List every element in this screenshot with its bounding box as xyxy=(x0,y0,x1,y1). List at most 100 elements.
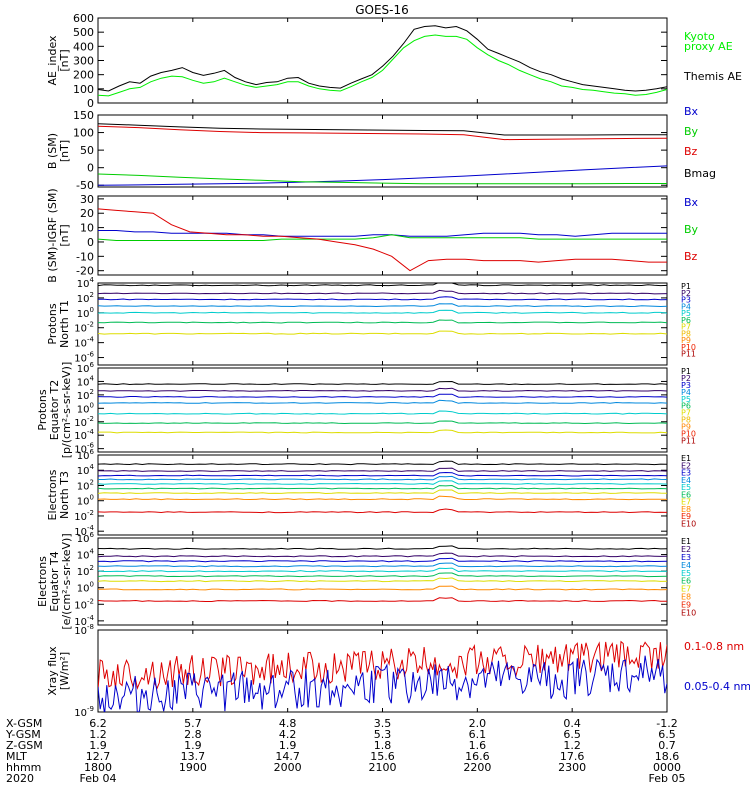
series-line-bz xyxy=(98,208,667,272)
y-tick-exponent: -2 xyxy=(87,321,94,329)
legend-item: P6 xyxy=(681,316,691,325)
series-line-p7 xyxy=(98,429,667,434)
y-tick-label: -10 xyxy=(76,250,94,263)
orbit-value: 14.7 xyxy=(275,750,300,763)
series-line-p6 xyxy=(98,319,667,324)
orbit-value: 0000 xyxy=(653,761,681,774)
legend-item: P3 xyxy=(681,296,691,305)
legend-item: P2 xyxy=(681,289,691,298)
legend-item: By xyxy=(684,223,699,236)
legend-item: E4 xyxy=(681,476,691,485)
y-tick-exponent: 6 xyxy=(90,361,95,369)
series-line-p3 xyxy=(98,296,667,301)
orbit-value: 2.0 xyxy=(469,717,487,730)
orbit-row-label: MLT xyxy=(6,750,27,763)
series-line-e4 xyxy=(98,475,667,481)
orbit-value: 1.2 xyxy=(89,728,107,741)
series-line-e4 xyxy=(98,562,667,568)
orbit-value: 13.7 xyxy=(181,750,206,763)
y-tick-label: 10-4 xyxy=(74,428,94,442)
legend-item: E1 xyxy=(681,537,691,546)
orbit-value: 5.3 xyxy=(374,728,392,741)
y-axis-label: North T3 xyxy=(58,471,71,519)
legend-item: P10 xyxy=(681,343,696,352)
legend-item: Bz xyxy=(684,145,698,158)
panel-bsm: -50 0 50 100 150 B (SM) [nT] Bx By Bz Bmag xyxy=(46,105,716,192)
y-axis-label: AE_index xyxy=(46,35,59,86)
orbit-value: 4.2 xyxy=(279,728,297,741)
orbit-value: 1900 xyxy=(179,761,207,774)
orbit-value: 0.4 xyxy=(563,717,581,730)
y-tick-label: 106 xyxy=(77,361,95,375)
y-tick-label: 0 xyxy=(87,162,94,175)
y-tick-exponent: -6 xyxy=(87,351,95,359)
y-tick-exponent: 2 xyxy=(90,388,94,396)
y-tick-exponent: -2 xyxy=(87,509,94,517)
legend-item: E9 xyxy=(681,512,691,521)
orbit-year: 2020 xyxy=(6,772,34,785)
legend-item: P4 xyxy=(681,302,691,311)
series-line-e2 xyxy=(98,467,667,472)
y-tick-label: 104 xyxy=(77,374,95,388)
orbit-value: 6.2 xyxy=(89,717,107,730)
panel-frame xyxy=(97,454,668,536)
legend-item: P11 xyxy=(681,436,696,445)
legend-item: E5 xyxy=(681,483,691,492)
orbit-value: 1.9 xyxy=(89,739,107,752)
series-line-e5 xyxy=(98,567,667,573)
orbit-value: 18.6 xyxy=(655,750,680,763)
legend-item: E4 xyxy=(681,561,691,570)
y-tick-label: 100 xyxy=(73,127,94,140)
series-line-e2 xyxy=(98,552,667,558)
y-tick-label: 10-2 xyxy=(74,321,94,335)
y-axis-label: Electrons xyxy=(36,556,49,607)
orbit-value: 1.2 xyxy=(563,739,581,752)
orbit-value: 2300 xyxy=(558,761,586,774)
y-tick-label: 102 xyxy=(77,478,94,492)
orbit-value: 2.8 xyxy=(184,728,202,741)
y-tick-label: 500 xyxy=(73,26,94,39)
legend-item: E3 xyxy=(681,469,691,478)
series-line-p1 xyxy=(98,283,667,287)
legend-item: proxy AE xyxy=(684,40,733,53)
orbit-date-start: Feb 04 xyxy=(80,772,117,785)
y-tick-exponent: -2 xyxy=(87,597,94,605)
y-tick-label: 300 xyxy=(73,55,94,68)
orbit-value: 1.9 xyxy=(184,739,202,752)
y-axis-label: [nT] xyxy=(58,224,71,246)
series-line-p6 xyxy=(98,420,667,425)
y-axis-label: Electrons xyxy=(46,469,59,520)
orbit-value: 6.5 xyxy=(658,728,676,741)
y-axis-label: Equator T4 xyxy=(48,551,61,611)
legend-item: P8 xyxy=(681,416,691,425)
y-tick-label: 104 xyxy=(77,276,95,290)
legend-item: Bx xyxy=(684,196,699,209)
y-tick-exponent: -4 xyxy=(87,336,95,344)
series-line-e7 xyxy=(98,489,667,495)
orbit-table: X-GSM 6.2 5.7 4.8 3.5 2.0 0.4 -1.2 Y-GSM 1.2 2.8 4.… xyxy=(5,717,685,785)
y-axis-label: [p/(cm²-s-sr-keV)] xyxy=(60,362,73,459)
y-axis-label: [e/(cm²-s-sr-keV)] xyxy=(60,533,73,629)
y-tick-exponent: 4 xyxy=(90,463,95,471)
orbit-value: 3.5 xyxy=(374,717,392,730)
series-line-themis-ae xyxy=(98,25,667,92)
y-tick-label: -50 xyxy=(76,179,94,192)
y-tick-exponent: 2 xyxy=(90,564,94,572)
orbit-value: 6.5 xyxy=(563,728,581,741)
orbit-value: 15.6 xyxy=(370,750,395,763)
series-line-by xyxy=(98,234,667,241)
series-line-p7 xyxy=(98,330,667,335)
y-tick-label: -20 xyxy=(76,265,94,278)
series-line-bz xyxy=(98,125,667,141)
y-tick-exponent: -4 xyxy=(87,524,95,532)
y-tick-label: 10-8 xyxy=(74,623,94,637)
series-line-p5 xyxy=(98,410,667,415)
orbit-value: 5.7 xyxy=(184,717,202,730)
legend-item: E6 xyxy=(681,490,691,499)
orbit-value: 12.7 xyxy=(86,750,111,763)
legend-item: 0.1-0.8 nm xyxy=(684,640,744,653)
legend-item: P5 xyxy=(681,309,691,318)
orbit-value: 0.7 xyxy=(658,739,676,752)
